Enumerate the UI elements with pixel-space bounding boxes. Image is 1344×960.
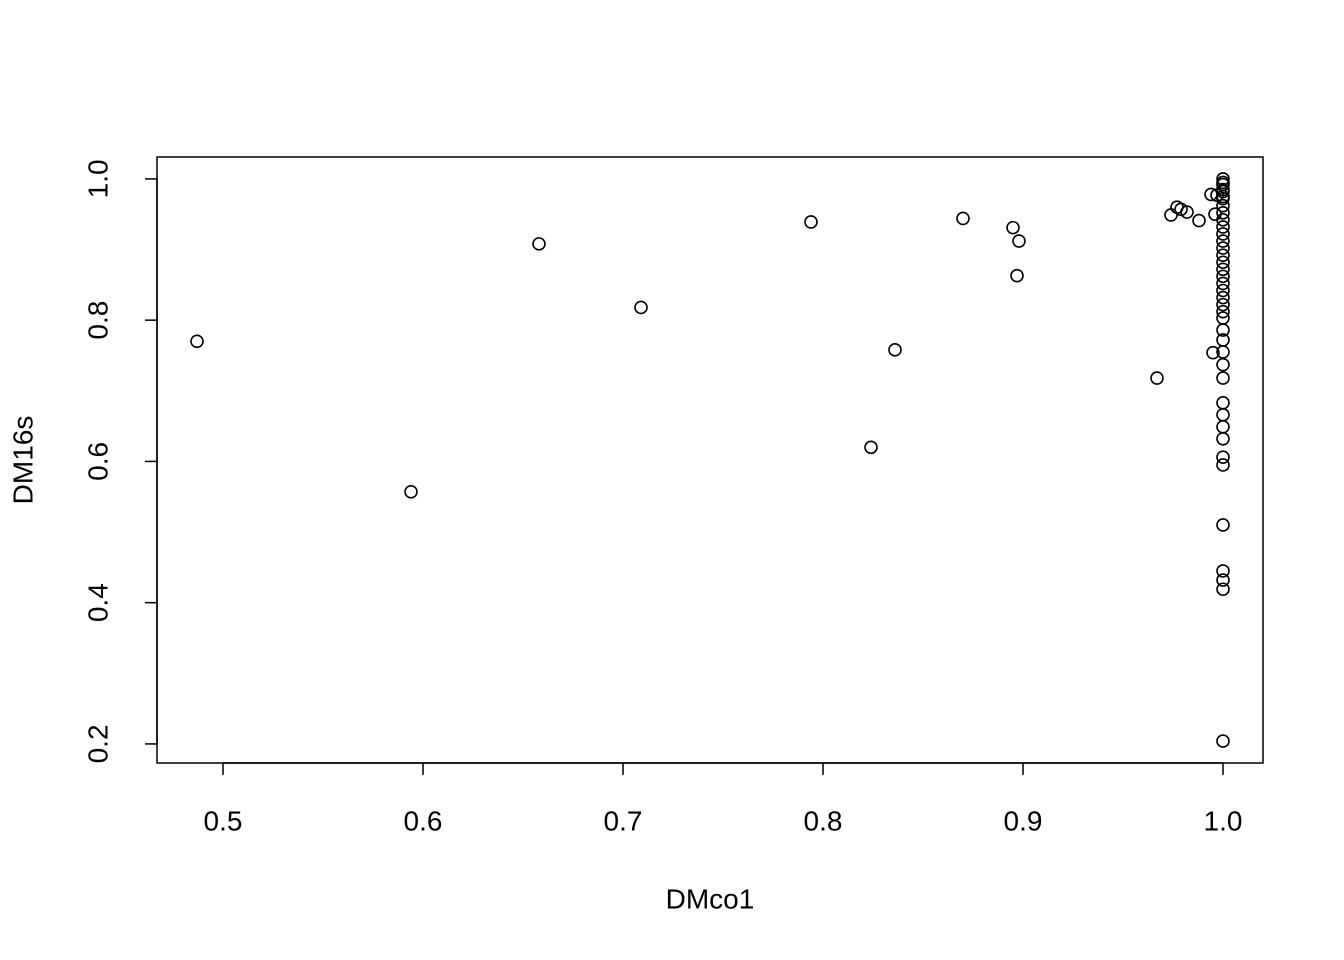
y-tick-label: 0.2 — [82, 724, 113, 763]
point — [1216, 573, 1230, 587]
point — [1216, 333, 1230, 347]
x-tick-label: 0.5 — [204, 805, 243, 836]
point — [1216, 175, 1230, 190]
point — [1216, 227, 1230, 241]
point — [1216, 189, 1230, 204]
point — [1216, 262, 1230, 277]
point — [864, 440, 878, 455]
point — [1216, 582, 1230, 597]
point — [1216, 734, 1230, 748]
plot-frame — [156, 156, 1264, 764]
point — [1216, 205, 1230, 220]
point — [1010, 268, 1024, 283]
point — [888, 343, 902, 357]
point — [1206, 345, 1220, 360]
point — [1216, 290, 1230, 305]
point — [804, 215, 818, 229]
point — [1216, 241, 1230, 255]
point — [532, 237, 546, 251]
point — [1006, 220, 1020, 235]
point — [1216, 420, 1230, 434]
point — [1216, 564, 1230, 578]
point — [1216, 395, 1230, 410]
point — [1216, 172, 1230, 186]
point — [404, 484, 418, 499]
point — [1216, 458, 1230, 472]
point — [1216, 304, 1230, 319]
x-tick-label: 0.6 — [404, 805, 443, 836]
point — [1216, 269, 1230, 284]
point — [1012, 234, 1026, 248]
x-axis-label: DMco1 — [666, 883, 755, 914]
point — [1216, 311, 1230, 325]
point — [956, 211, 970, 226]
point — [1216, 198, 1230, 213]
point — [1216, 518, 1230, 532]
y-tick-label: 0.4 — [82, 583, 113, 622]
point — [1216, 283, 1230, 298]
point — [1216, 234, 1230, 248]
y-tick-label: 0.8 — [82, 301, 113, 340]
point — [1216, 357, 1230, 372]
point — [634, 300, 648, 315]
y-tick-label: 1.0 — [82, 159, 113, 198]
point — [1216, 182, 1230, 197]
point — [1216, 450, 1230, 464]
x-tick-label: 1.0 — [1204, 805, 1243, 836]
x-tick-label: 0.9 — [1004, 805, 1043, 836]
y-axis-label: DM16s — [7, 416, 38, 505]
point — [1216, 407, 1230, 422]
y-tick-label: 0.6 — [82, 442, 113, 481]
point — [1192, 213, 1206, 228]
x-tick-label: 0.8 — [804, 805, 843, 836]
point — [1216, 220, 1230, 234]
point — [1216, 255, 1230, 270]
point — [1216, 248, 1230, 262]
point — [1180, 205, 1194, 219]
point — [1216, 297, 1230, 312]
x-tick-label: 0.7 — [604, 805, 643, 836]
point — [1216, 371, 1230, 385]
point — [190, 334, 204, 349]
point — [1216, 213, 1230, 227]
point — [1150, 371, 1164, 385]
point — [1216, 432, 1230, 446]
point — [1216, 276, 1230, 291]
